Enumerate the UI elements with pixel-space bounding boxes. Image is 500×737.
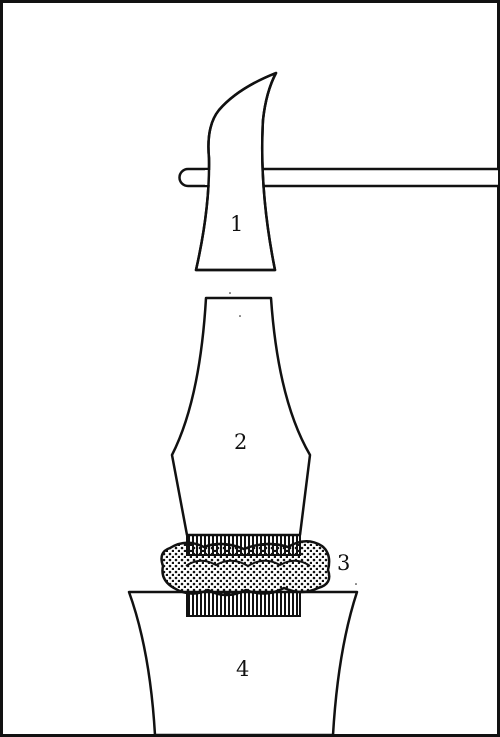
base-block [127, 590, 359, 737]
label-part-2: 2 [234, 430, 247, 454]
label-part-3: 3 [337, 551, 350, 575]
cushion-ring [160, 540, 331, 597]
label-part-1: 1 [230, 212, 243, 236]
label-part-4: 4 [236, 657, 249, 681]
lower-striped-band [186, 591, 301, 617]
chisel-body [170, 296, 312, 537]
